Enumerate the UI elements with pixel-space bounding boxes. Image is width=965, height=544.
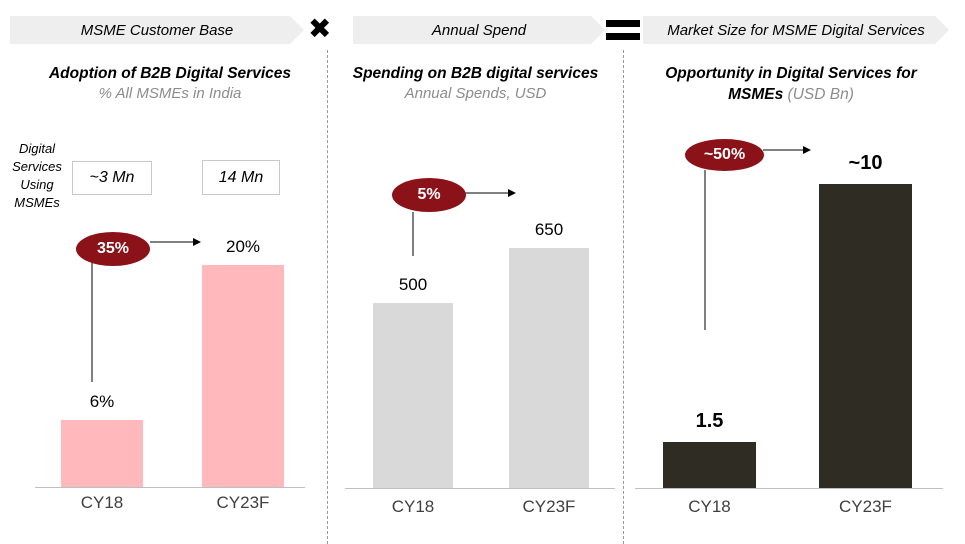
panel-divider xyxy=(623,50,624,544)
panel3-title: Opportunity in Digital Services for MSME… xyxy=(636,63,946,105)
category-label: CY18 xyxy=(688,497,731,516)
chart-baseline xyxy=(635,488,943,489)
panel3-title-unit: (USD Bn) xyxy=(787,86,854,103)
bar-cy18 xyxy=(373,303,453,488)
data-label: ~10 xyxy=(848,152,883,174)
category-label: CY23F xyxy=(522,497,576,516)
banner-market-size: Market Size for MSME Digital Services xyxy=(643,16,949,44)
equals-icon xyxy=(606,20,640,40)
banner-annual-spend: Annual Spend xyxy=(353,16,605,44)
panel2-title: Spending on B2B digital services xyxy=(352,65,599,82)
category-label: CY18 xyxy=(80,493,124,512)
bar-cy23f xyxy=(509,248,589,488)
category-label: CY18 xyxy=(391,497,435,516)
bar-cy23f xyxy=(819,184,912,488)
bar-cy18 xyxy=(663,442,756,488)
chart-baseline xyxy=(345,488,615,489)
banner-label: MSME Customer Base xyxy=(80,21,234,39)
bar-cy18 xyxy=(61,420,143,487)
data-label: 650 xyxy=(534,220,564,239)
panel-divider xyxy=(327,50,328,544)
growth-badge-panel1: 35% xyxy=(76,232,150,266)
msme-count-box-cy18: ~3 Mn xyxy=(72,161,152,195)
panel1-title: Adoption of B2B Digital Services xyxy=(48,65,291,82)
banner-label: Market Size for MSME Digital Services xyxy=(667,21,925,39)
category-label: CY23F xyxy=(839,497,892,516)
multiply-icon: ✖ xyxy=(308,13,332,44)
data-label: 6% xyxy=(89,392,115,412)
chart-baseline xyxy=(35,487,305,488)
data-label: 1.5 xyxy=(695,410,724,433)
side-label: Digital Services Using MSMEs xyxy=(12,141,62,210)
banner-label: Annual Spend xyxy=(431,21,527,39)
category-label: CY23F xyxy=(216,493,270,512)
growth-badge-panel3: ~50% xyxy=(685,139,764,171)
panel3-title-text: Opportunity in Digital Services for MSME… xyxy=(665,65,917,103)
growth-badge-panel2: 5% xyxy=(392,178,466,212)
panel1-subtitle: % All MSMEs in India xyxy=(98,85,242,102)
data-label: 20% xyxy=(225,237,261,256)
panel2-subtitle: Annual Spends, USD xyxy=(404,85,547,102)
msme-count-box-cy23f: 14 Mn xyxy=(202,160,280,195)
bar-cy23f xyxy=(202,265,284,487)
data-label: 500 xyxy=(398,275,428,295)
banner-msme-customer-base: MSME Customer Base xyxy=(10,16,304,44)
